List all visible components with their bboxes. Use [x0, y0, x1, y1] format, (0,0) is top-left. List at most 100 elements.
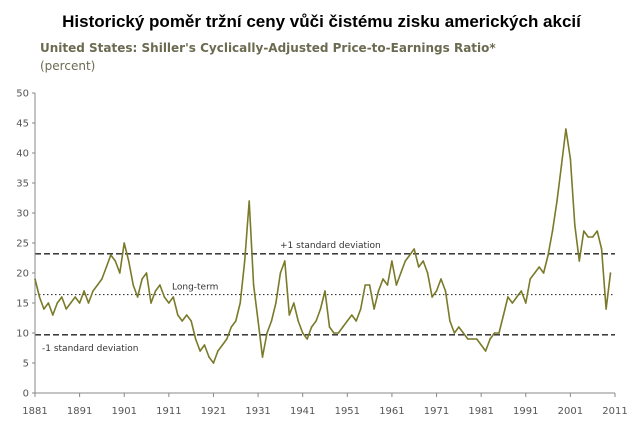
- reference-lines: [35, 253, 615, 336]
- data-point: [47, 302, 50, 304]
- data-point: [38, 296, 41, 298]
- data-point: [591, 236, 594, 238]
- data-point: [194, 338, 197, 340]
- data-point: [119, 272, 121, 274]
- data-point: [489, 338, 491, 340]
- data-point: [498, 332, 500, 334]
- data-point: [574, 224, 576, 226]
- data-point: [560, 164, 563, 166]
- data-point: [444, 290, 447, 292]
- data-point: [587, 236, 589, 238]
- data-point: [493, 332, 496, 334]
- y-tick-label: 5: [23, 359, 29, 370]
- y-tick-label: 15: [16, 299, 29, 310]
- data-point: [257, 320, 259, 322]
- data-point: [235, 320, 237, 322]
- data-point: [168, 302, 170, 304]
- data-point: [87, 302, 90, 304]
- series-layer: [34, 128, 612, 364]
- data-point: [159, 284, 161, 286]
- data-point: [74, 296, 76, 298]
- data-point: [132, 284, 134, 286]
- data-point: [141, 278, 143, 280]
- data-point: [43, 308, 45, 310]
- data-point: [484, 350, 487, 352]
- data-point: [275, 302, 277, 304]
- data-point: [502, 314, 505, 316]
- data-point: [440, 278, 442, 280]
- data-point: [243, 260, 246, 262]
- data-point: [261, 356, 264, 358]
- data-point: [516, 296, 518, 298]
- data-point: [110, 254, 112, 256]
- reference-line-label: +1 standard deviation: [280, 241, 381, 251]
- data-point: [417, 266, 420, 268]
- data-point: [293, 302, 295, 304]
- data-point: [342, 326, 344, 328]
- data-point: [306, 338, 309, 340]
- data-point: [382, 278, 384, 280]
- x-tick-label: 1921: [201, 406, 226, 417]
- data-point: [279, 272, 282, 274]
- data-point: [105, 266, 108, 268]
- data-point: [409, 254, 411, 256]
- data-point: [34, 278, 36, 280]
- data-point: [605, 308, 607, 310]
- data-point: [328, 326, 331, 328]
- data-point: [467, 338, 469, 340]
- cape-series-line: [34, 128, 612, 364]
- data-point: [83, 290, 85, 292]
- chart-title: Historický poměr tržní ceny vůči čistému…: [62, 12, 581, 31]
- data-point: [435, 290, 438, 292]
- unit-label: (percent): [40, 59, 96, 73]
- y-tick-label: 25: [16, 239, 29, 250]
- data-point: [511, 302, 514, 304]
- data-point: [52, 314, 54, 316]
- data-point: [404, 260, 407, 262]
- data-point: [221, 344, 224, 346]
- data-point: [368, 284, 371, 286]
- x-tick-label: 1991: [513, 406, 538, 417]
- data-point: [596, 230, 598, 232]
- data-point: [226, 338, 228, 340]
- y-tick-label: 50: [16, 89, 29, 100]
- x-tick-label: 1941: [290, 406, 315, 417]
- y-axis-ticks: 0 5 10 15 20 25 30 35 40 45 50: [16, 89, 35, 400]
- x-tick-label: 1901: [112, 406, 137, 417]
- y-tick-label: 10: [16, 329, 29, 340]
- data-point: [163, 296, 166, 298]
- data-point: [127, 260, 130, 262]
- y-tick-label: 35: [16, 179, 29, 190]
- data-point: [533, 272, 536, 274]
- data-point: [284, 260, 286, 262]
- data-point: [547, 254, 549, 256]
- x-tick-label: 1981: [468, 406, 493, 417]
- data-point: [101, 278, 103, 280]
- data-point: [310, 326, 313, 328]
- data-point: [569, 158, 572, 160]
- chart-subtitle: United States: Shiller's Cyclically-Adju…: [40, 41, 496, 55]
- data-point: [212, 362, 215, 364]
- data-point: [471, 338, 474, 340]
- data-point: [386, 284, 389, 286]
- data-point: [78, 302, 81, 304]
- data-point: [413, 248, 416, 250]
- data-point: [208, 356, 210, 358]
- data-point: [315, 320, 317, 322]
- data-point: [373, 308, 375, 310]
- data-point: [114, 260, 117, 262]
- data-point: [239, 302, 241, 304]
- reference-line-labels: +1 standard deviation Long-term -1 standar…: [42, 241, 381, 354]
- reference-line-label: Long-term: [172, 283, 218, 293]
- data-point: [364, 284, 367, 286]
- x-tick-label: 1971: [424, 406, 449, 417]
- data-point: [391, 260, 393, 262]
- data-point: [56, 302, 59, 304]
- data-point: [346, 320, 349, 322]
- data-point: [520, 290, 523, 292]
- data-point: [266, 332, 268, 334]
- data-point: [337, 332, 340, 334]
- data-point: [297, 320, 300, 322]
- x-tick-label: 2011: [602, 406, 627, 417]
